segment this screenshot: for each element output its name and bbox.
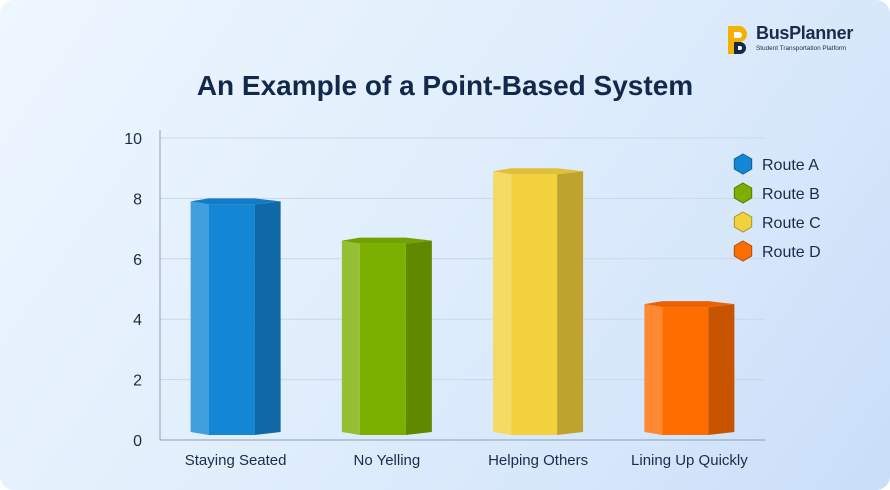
- bar-left-face: [190, 201, 209, 435]
- x-tick-label: No Yelling: [354, 452, 421, 469]
- y-tick-label: 8: [133, 191, 142, 208]
- bar: [644, 301, 735, 435]
- bar-top-face: [644, 301, 735, 308]
- legend-marker: [733, 240, 753, 262]
- bar-front-face: [662, 307, 709, 435]
- bar-right-face: [708, 304, 735, 435]
- legend-label: Route A: [762, 157, 819, 174]
- y-tick-label: 10: [124, 131, 142, 148]
- bar-front-face: [359, 243, 406, 435]
- legend-label: Route C: [762, 215, 821, 232]
- legend-marker: [733, 182, 753, 204]
- brand-tagline: Student Transportation Platform: [756, 45, 847, 52]
- x-tick-label: Staying Seated: [185, 452, 287, 469]
- legend-label: Route B: [762, 186, 820, 203]
- bar: [341, 237, 432, 435]
- y-tick-label: 2: [133, 373, 142, 390]
- bar-top-face: [493, 168, 584, 175]
- bar-left-face: [341, 240, 360, 435]
- bar-front-face: [511, 174, 558, 435]
- legend-label: Route D: [762, 244, 821, 261]
- bar: [190, 198, 281, 435]
- bar-front-face: [208, 204, 255, 435]
- bar-right-face: [557, 171, 584, 435]
- y-tick-label: 0: [133, 433, 142, 450]
- bar-left-face: [493, 171, 512, 435]
- legend-marker: [733, 153, 753, 175]
- busplanner-logo-icon: [728, 26, 747, 54]
- chart-title: An Example of a Point-Based System: [196, 70, 694, 101]
- bar-top-face: [190, 198, 281, 205]
- y-tick-label: 6: [133, 252, 142, 269]
- y-tick-label: 4: [133, 312, 142, 329]
- bar-right-face: [405, 240, 432, 435]
- bar-right-face: [254, 201, 281, 435]
- x-tick-label: Helping Others: [488, 452, 588, 469]
- bar-left-face: [644, 304, 663, 435]
- busplanner-logo: BusPlanner Student Transportation Platfo…: [726, 22, 866, 58]
- brand-name: BusPlanner: [756, 23, 854, 43]
- legend-marker: [733, 211, 753, 233]
- bar: [493, 168, 584, 435]
- bar-top-face: [341, 237, 432, 244]
- x-tick-label: Lining Up Quickly: [631, 452, 748, 469]
